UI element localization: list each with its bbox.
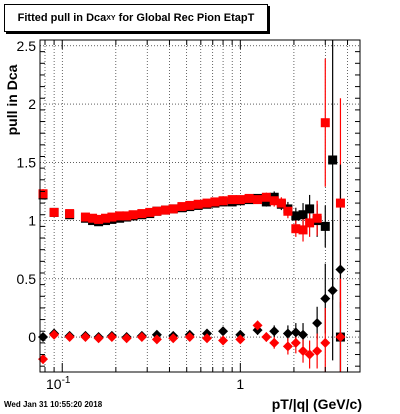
title-tail: for Global Rec Pion EtapT — [115, 12, 255, 24]
point-square — [80, 212, 90, 222]
point-diamond — [168, 333, 179, 344]
point-square — [101, 213, 111, 223]
point-square — [335, 198, 345, 208]
x-tick-label: 1 — [236, 376, 244, 392]
point-square — [253, 195, 263, 205]
point-diamond — [312, 346, 323, 357]
point-diamond — [335, 332, 346, 343]
point-square — [244, 193, 254, 203]
point-diamond — [335, 264, 346, 275]
point-square — [218, 196, 228, 206]
point-diamond — [64, 332, 75, 343]
y-tick-label: 0 — [28, 329, 36, 345]
point-diamond — [202, 333, 213, 344]
point-diamond — [151, 334, 162, 345]
point-square — [107, 212, 117, 222]
y-axis-label: pull in Dca — [2, 40, 22, 160]
point-diamond — [282, 341, 293, 352]
point-diamond — [38, 354, 49, 365]
point-diamond — [298, 346, 309, 357]
point-square — [261, 197, 271, 207]
point-diamond — [93, 333, 104, 344]
point-square — [94, 214, 104, 224]
point-diamond — [304, 349, 315, 360]
point-diamond — [298, 329, 309, 340]
point-diamond — [184, 332, 195, 343]
point-diamond — [320, 293, 331, 304]
y-tick-label: 2 — [28, 96, 36, 112]
point-square — [305, 218, 315, 228]
point-diamond — [290, 337, 301, 348]
title-subscript: XY — [106, 14, 116, 22]
point-square — [269, 196, 279, 206]
point-square — [168, 204, 178, 214]
point-square — [320, 221, 330, 231]
x-tick-label: 10-1 — [46, 375, 71, 392]
point-square — [291, 211, 301, 221]
point-diamond — [269, 337, 280, 348]
point-square — [88, 213, 98, 223]
point-diamond — [218, 335, 229, 346]
plot-frame — [39, 39, 361, 373]
point-square — [193, 199, 203, 209]
y-axis-label-text: pull in Dca — [4, 64, 20, 136]
y-tick-label: 0.5 — [17, 271, 37, 287]
point-diamond — [320, 337, 331, 348]
point-square — [298, 210, 308, 220]
title-main: Fitted pull in Dca — [17, 12, 107, 24]
point-diamond — [80, 332, 91, 343]
y-tick-label: 1 — [28, 213, 36, 229]
point-square — [122, 211, 132, 221]
point-square — [128, 210, 138, 220]
point-square — [49, 207, 59, 217]
point-square — [202, 198, 212, 208]
point-square — [276, 198, 286, 208]
point-square — [298, 225, 308, 235]
point-square — [38, 189, 48, 199]
point-square — [185, 200, 195, 210]
point-square — [261, 192, 271, 202]
point-square — [137, 209, 147, 219]
point-square — [227, 195, 237, 205]
point-square — [160, 205, 170, 215]
point-diamond — [261, 332, 272, 343]
point-diamond — [327, 285, 338, 296]
point-square — [145, 207, 155, 217]
point-diamond — [49, 329, 60, 340]
y-tick-label: 1.5 — [17, 154, 37, 170]
point-square — [328, 155, 338, 165]
point-square — [65, 209, 75, 219]
point-square — [115, 211, 125, 221]
point-square — [283, 206, 293, 216]
point-diamond — [235, 334, 246, 345]
point-diamond — [106, 332, 117, 343]
point-square — [235, 195, 245, 205]
point-square — [152, 206, 162, 216]
point-square — [177, 202, 187, 212]
point-diamond — [312, 318, 323, 329]
x-axis-label: pT/|q| (GeV/c) — [271, 396, 362, 412]
y-tick-label: 2.5 — [17, 38, 37, 54]
point-square — [312, 213, 322, 223]
point-diamond — [136, 332, 147, 343]
point-square — [320, 118, 330, 128]
point-diamond — [269, 326, 280, 337]
point-square — [305, 204, 315, 214]
point-diamond — [38, 332, 49, 343]
point-diamond — [252, 320, 263, 331]
data-markers — [38, 118, 346, 365]
point-diamond — [218, 326, 229, 337]
timestamp: Wed Jan 31 10:55:20 2018 — [4, 400, 103, 409]
point-square — [210, 197, 220, 207]
axis-ticks: 0 0.5 1 1.5 2 2.5 10-1 1 — [17, 38, 360, 392]
point-square — [291, 224, 301, 234]
chart-title: Fitted pull in Dca XY for Global Rec Pion… — [4, 4, 268, 32]
point-diamond — [121, 333, 132, 344]
point-diamond — [282, 328, 293, 339]
